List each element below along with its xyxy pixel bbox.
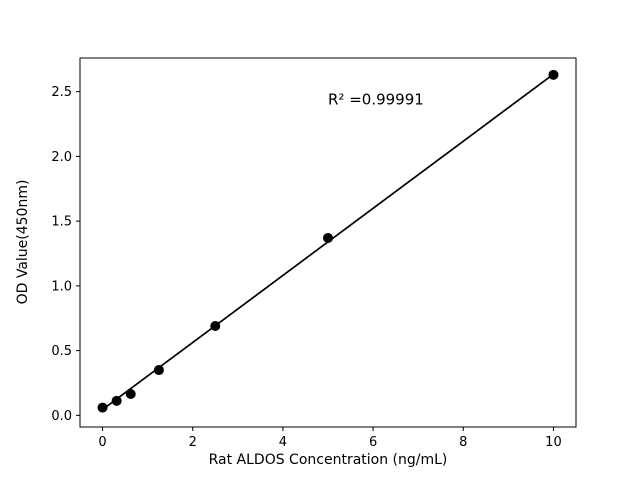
data-point [548,69,559,80]
x-tick-label: 8 [459,435,467,450]
plot-frame [79,57,577,428]
y-tick-label: 0.0 [51,409,72,424]
data-point [111,395,122,406]
y-axis-label: OD Value(450nm) [15,180,31,305]
data-point [153,365,164,376]
data-point [97,402,108,413]
y-tick-label: 2.0 [51,150,72,165]
plot-layer: 0 2 4 6 8 10 0.0 0.5 1.0 1.5 2.0 2.5 [51,57,577,450]
x-tick-label: 2 [189,435,197,450]
y-tick-label: 1.0 [51,279,72,294]
r-squared-annotation: R² =0.99991 [328,91,424,109]
x-axis-label: Rat ALDOS Concentration (ng/mL) [209,452,448,468]
data-point [125,388,136,399]
data-point [210,321,221,332]
x-tick-label: 6 [369,435,377,450]
y-tick-label: 0.5 [51,344,72,359]
x-tick-label: 0 [98,435,106,450]
x-tick-label: 10 [545,435,562,450]
y-tick-label: 2.5 [51,85,72,100]
x-tick-label: 4 [279,435,287,450]
data-point [323,232,333,243]
y-tick-label: 1.5 [51,215,72,230]
